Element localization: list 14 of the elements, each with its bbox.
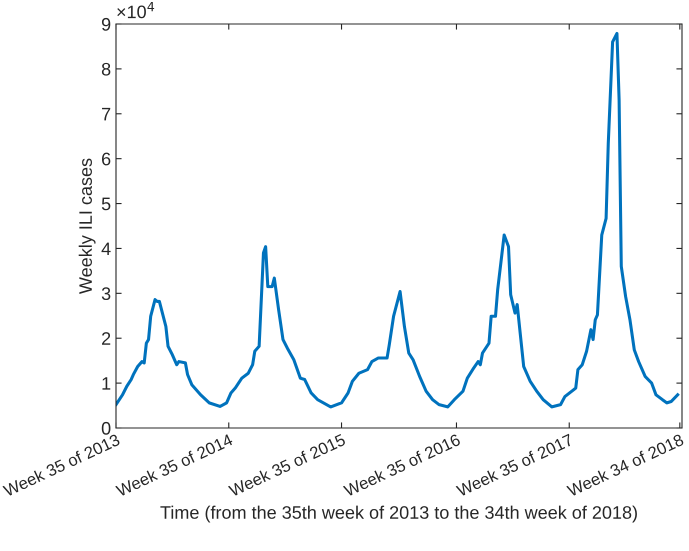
line-series xyxy=(116,32,680,408)
y-tick-label: 5 xyxy=(102,198,110,210)
y-tick-label: 1 xyxy=(102,377,110,390)
y-tick-label: 7 xyxy=(102,108,110,120)
y-tick-label: 8 xyxy=(102,62,110,76)
y-tick-label: 4 xyxy=(102,242,111,255)
text: ×10$^{4}$ xyxy=(117,2,154,18)
y-axis-title: Weekly ILI cases xyxy=(78,158,96,294)
y-tick-label: 0 xyxy=(102,422,110,435)
y-tick-label: 9 xyxy=(102,18,110,31)
y-tick-label: 2 xyxy=(102,332,110,345)
x-axis-title: Time (from the 35th week of 2013 to the 34th week of 2018) xyxy=(160,506,637,522)
y-tick-label: 3 xyxy=(102,287,110,300)
y-tick-label: 6 xyxy=(102,152,110,166)
